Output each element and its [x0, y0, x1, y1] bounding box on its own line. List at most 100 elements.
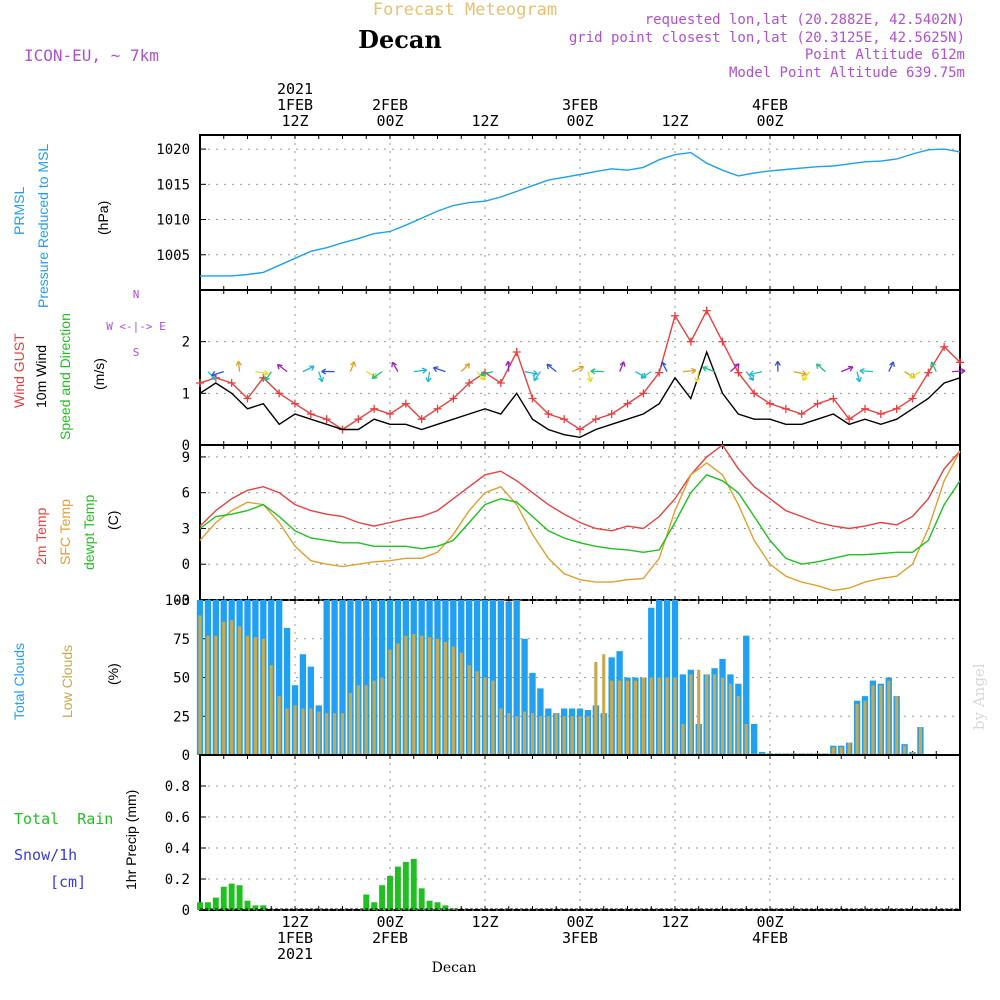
gust-marker	[433, 404, 442, 413]
wind-arrow	[793, 370, 807, 375]
rain-bar	[426, 900, 433, 910]
total-cloud-bar	[363, 600, 370, 755]
compass-s: S	[133, 346, 140, 359]
low-cloud-bar	[665, 677, 669, 755]
panel-1: 0 1 2	[182, 289, 966, 454]
low-cloud-bar	[689, 674, 693, 755]
series-line	[199, 443, 961, 532]
low-cloud-bar	[831, 747, 835, 755]
gust-marker	[576, 425, 584, 434]
low-cloud-bar	[499, 708, 503, 755]
bottom-axis-label: 2021	[277, 945, 313, 963]
low-cloud-bar	[214, 635, 218, 755]
low-cloud-bar	[523, 711, 527, 755]
gust-marker	[829, 394, 838, 403]
point-altitude: Point Altitude 612m	[805, 47, 965, 63]
y-tick-label: 2	[182, 335, 190, 351]
y-tick-label: 0.8	[165, 779, 190, 795]
wind-arrow	[237, 361, 241, 372]
wind-arrow-head	[264, 375, 270, 382]
wind-arrow-head	[889, 361, 895, 367]
wind-arrow	[802, 371, 811, 381]
rain-bar	[442, 905, 449, 910]
total-cloud-bar	[513, 600, 520, 755]
y-tick-label: 75	[173, 632, 190, 648]
gust-marker	[702, 306, 711, 315]
wind-arrow-head	[309, 365, 315, 371]
wind-arrow	[696, 371, 700, 383]
wind-arrow	[729, 363, 740, 373]
wind-arrow-head	[640, 373, 647, 379]
low-cloud-bar	[317, 711, 321, 755]
rain-bar	[379, 885, 386, 910]
low-cloud-bar	[641, 677, 645, 755]
low-cloud-bar	[491, 680, 495, 755]
y-tick-label: 1015	[156, 177, 190, 193]
total-cloud-bar	[751, 724, 758, 755]
y-tick-label: 100	[165, 593, 190, 609]
sfc-temp-label: SFC Temp	[57, 499, 73, 565]
gust-marker	[781, 404, 790, 413]
bottom-axis-label: 4FEB	[752, 929, 788, 947]
rain-bar	[394, 866, 401, 910]
top-axis-label: 00Z	[566, 112, 593, 130]
rain-bar	[387, 875, 393, 910]
rain-bar	[410, 858, 417, 910]
wind-arrow-head	[690, 367, 697, 374]
y-tick-label: 9	[182, 450, 190, 466]
gust-marker	[766, 399, 774, 408]
low-cloud-bar	[736, 696, 740, 755]
bottom-axis-label: 12Z	[471, 913, 498, 931]
wind-arrow	[318, 371, 323, 382]
panel-frame	[199, 754, 961, 911]
low-cloud-bar	[910, 751, 915, 755]
wind-arrow	[888, 361, 894, 372]
ms-unit-label: (m/s)	[91, 358, 107, 390]
total-cloud-bar	[339, 600, 346, 755]
y-tick-label: 1010	[156, 213, 190, 229]
wind-arrow-head	[276, 363, 283, 370]
y-tick-label: 1005	[156, 248, 190, 264]
wind-arrow-head	[350, 361, 357, 367]
top-axis-label: 2FEB	[372, 96, 408, 114]
gust-marker	[686, 337, 695, 346]
low-cloud-bar	[918, 727, 922, 755]
rain-bar	[260, 905, 267, 910]
low-cloud-bar	[230, 620, 234, 755]
low-cloud-bar	[594, 662, 598, 755]
total-cloud-bar	[371, 600, 378, 755]
low-cloud-bar	[507, 713, 511, 755]
rain-bar	[252, 905, 259, 910]
wind-arrow-head	[425, 377, 432, 383]
wind-arrow-head	[505, 360, 512, 366]
low-cloud-bar	[570, 716, 574, 755]
wind-arrow-head	[801, 370, 807, 377]
rain-bar	[434, 902, 441, 910]
wind-arrow-head	[586, 376, 594, 383]
prmsl-label: PRMSL	[11, 187, 27, 235]
wind-arrow	[546, 363, 557, 373]
gust-marker	[449, 394, 458, 403]
low-cloud-bar	[546, 716, 550, 755]
gust-marker	[259, 373, 268, 382]
wind-arrow	[841, 366, 854, 373]
y-tick-label: 50	[173, 671, 190, 687]
low-cloud-bar	[253, 637, 257, 755]
total-cloud-bar	[347, 600, 354, 755]
gust-marker	[861, 404, 869, 413]
gust-marker	[797, 410, 806, 418]
wind-arrow	[702, 366, 715, 373]
wind-arrow	[952, 370, 966, 373]
gust-marker	[386, 410, 394, 418]
y-tick-label: 1	[182, 386, 190, 402]
low-cloud-bar	[404, 635, 408, 755]
gust-marker	[734, 368, 743, 377]
total-cloud-bar	[299, 654, 307, 755]
top-axis-label: 12Z	[281, 112, 308, 130]
wind-arrow-head	[909, 373, 916, 379]
gust-marker	[370, 404, 379, 413]
y-tick-label: 0.6	[165, 810, 190, 826]
temp2m-label: 2m Temp	[33, 507, 49, 565]
snow-unit-label: [cm]	[50, 873, 86, 891]
gust-marker	[607, 410, 616, 418]
